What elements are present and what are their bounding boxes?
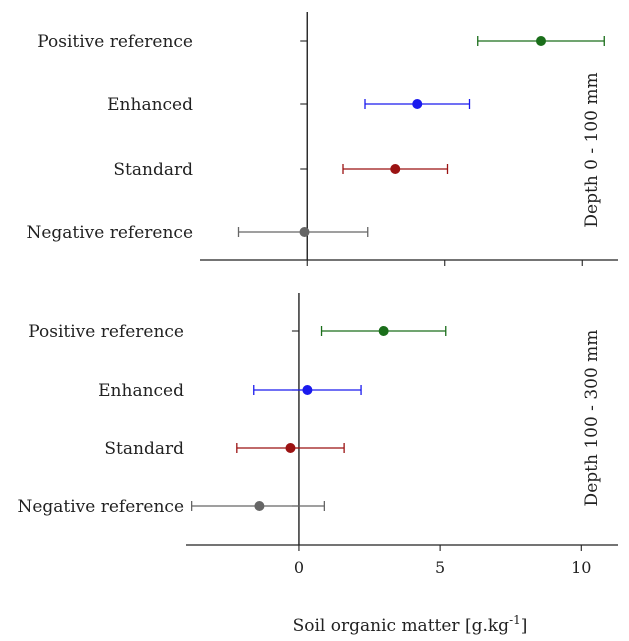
estimate-point xyxy=(536,36,546,46)
category-label: Standard xyxy=(113,160,193,180)
estimate-point xyxy=(302,385,313,395)
estimate-point xyxy=(412,99,423,109)
panel-depth-label: Depth 100 - 300 mm xyxy=(582,330,602,507)
category-label: Negative reference xyxy=(26,223,193,243)
category-label: Positive reference xyxy=(28,322,184,342)
category-label: Enhanced xyxy=(98,381,184,401)
panel-1: Positive reference Enhanced Standard Negati… xyxy=(26,12,618,266)
estimate-point xyxy=(390,164,401,174)
category-label: Positive reference xyxy=(37,32,193,52)
panels-group: Positive reference Enhanced Standard Negati… xyxy=(17,12,618,577)
category-label: Enhanced xyxy=(107,95,193,115)
x-axis-title: Soil organic matter [g.kg-1] xyxy=(293,613,528,636)
x-tick-label: 10 xyxy=(571,558,591,577)
category-label: Standard xyxy=(104,439,184,459)
panel-depth-label: Depth 0 - 100 mm xyxy=(582,72,602,227)
estimate-point xyxy=(378,326,389,336)
estimate-point xyxy=(285,443,296,453)
x-tick-label: 0 xyxy=(294,558,304,577)
x-tick-label: 5 xyxy=(435,558,445,577)
category-label: Negative reference xyxy=(17,497,184,517)
panel-2: 0 5 10 Positive reference Enhanced Standard Ne… xyxy=(17,293,618,577)
estimate-point xyxy=(299,227,310,237)
estimate-point xyxy=(254,501,265,511)
